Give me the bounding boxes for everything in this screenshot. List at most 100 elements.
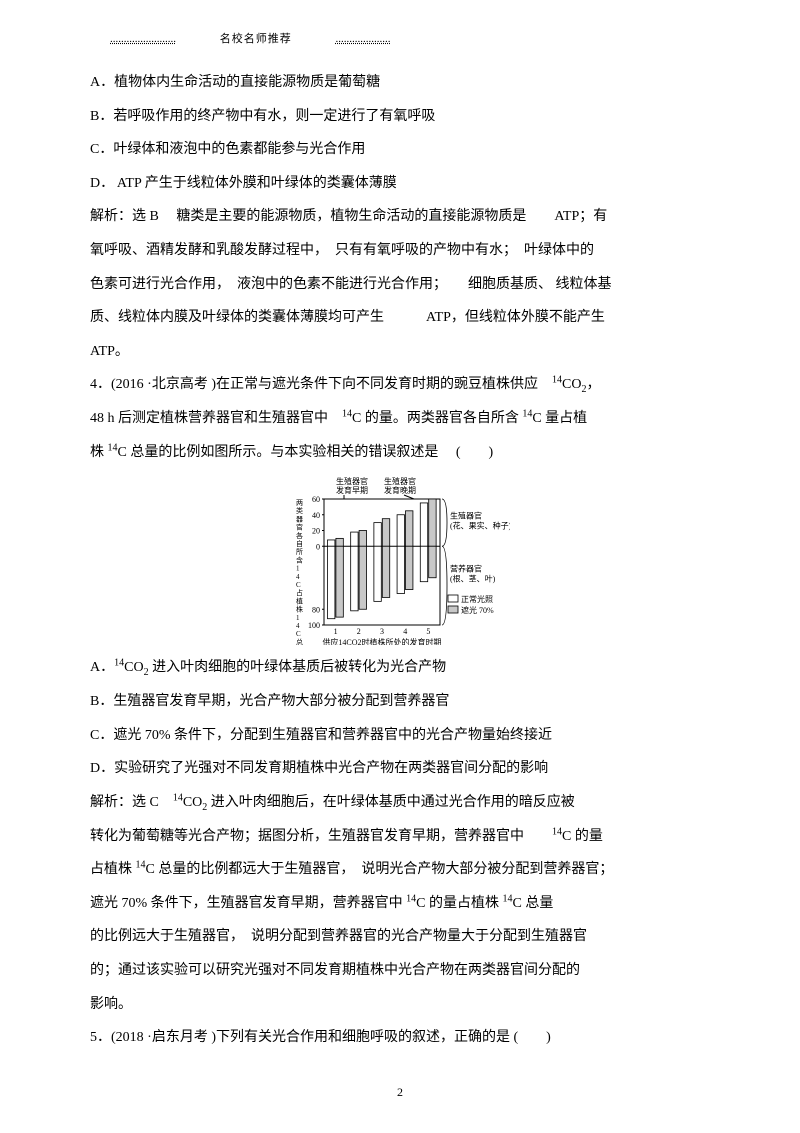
svg-text:生殖器官: 生殖器官 [384,476,416,486]
question4-l2: 48 h 后测定植株营养器官和生殖器官中 14C 的量。两类器官各自所含 14C… [90,402,710,436]
analysis2-l5: 的比例远大于生殖器官， 说明分配到营养器官的光合产物量大于分配到生殖器官 [90,920,710,954]
analysis2-l7: 影响。 [90,988,710,1022]
analysis2-l4: 遮光 70% 条件下，生殖器官发育早期，营养器官中 14C 的量占植株 14C … [90,887,710,921]
page-number: 2 [90,1085,710,1100]
q4-l1-b: CO [562,377,581,392]
q4-option-a: A．14CO2 进入叶肉细胞的叶绿体基质后被转化为光合产物 [90,651,710,685]
a2-l2-a: 转化为葡萄糖等光合产物；据图分析，生殖器官发育早期，营养器官中 [90,829,552,844]
sup14: 14 [108,442,118,453]
svg-text:生殖器官: 生殖器官 [336,476,368,486]
svg-text:1: 1 [334,627,338,636]
svg-text:1: 1 [296,565,300,573]
svg-text:官: 官 [296,523,303,532]
bar-chart: 02040608010012345生殖器官发育早期生殖器官发育晚期生殖器官(花、… [290,475,510,645]
svg-text:60: 60 [312,495,320,504]
header-title: 名校名师推荐 [220,33,292,45]
svg-text:类: 类 [296,507,303,516]
q4-option-d: D．实验研究了光强对不同发育期植株中光合产物在两类器官间分配的影响 [90,752,710,786]
q4-option-c: C．遮光 70% 条件下，分配到生殖器官和营养器官中的光合产物量始终接近 [90,719,710,753]
svg-text:占: 占 [296,589,303,598]
q4-l2-c: C 量占植 [532,411,587,426]
svg-text:总: 总 [296,638,303,646]
q3-option-b: B．若呼吸作用的终产物中有水，则一定进行了有氧呼吸 [90,100,710,134]
header-dots-right: .................... [336,33,391,45]
svg-text:4: 4 [296,622,300,630]
sup14: 14 [342,408,352,419]
svg-text:20: 20 [312,527,320,536]
q4-l3-a: 株 [90,445,108,460]
svg-text:各: 各 [296,531,303,540]
q3-option-a: A．植物体内生命活动的直接能源物质是葡萄糖 [90,66,710,100]
svg-text:营养器官: 营养器官 [450,564,482,574]
analysis1-l4: 质、线粒体内膜及叶绿体的类囊体薄膜均可产生 ATP，但线粒体外膜不能产生 [90,301,710,335]
a2-l3-b: C 总量的比例都远大于生殖器官， 说明光合产物大部分被分配到营养器官； [146,862,614,877]
svg-text:(花、果实、种子): (花、果实、种子) [450,521,510,531]
svg-text:3: 3 [380,627,384,636]
svg-text:2: 2 [357,627,361,636]
q4-l1-c: ， [586,377,600,392]
svg-text:植: 植 [296,597,303,606]
svg-text:遮光 70%: 遮光 70% [461,605,494,615]
sup14: 14 [522,408,532,419]
a2-l1-a: 解析：选 C [90,795,173,810]
q4-a-post: 进入叶肉细胞的叶绿体基质后被转化为光合产物 [149,660,447,675]
a2-l2-b: C 的量 [562,829,603,844]
svg-text:自: 自 [296,539,303,548]
q4-option-b: B．生殖器官发育早期，光合产物大部分被分配到营养器官 [90,685,710,719]
analysis1-l3: 色素可进行光合作用， 液泡中的色素不能进行光合作用； 细胞质基质、 线粒体基 [90,268,710,302]
a2-l4-a: 遮光 70% 条件下，生殖器官发育早期，营养器官中 [90,896,406,911]
svg-text:4: 4 [296,573,300,581]
svg-text:80: 80 [312,606,320,615]
svg-text:器: 器 [296,516,303,524]
svg-text:供应14CO2时植株所处的发育时期: 供应14CO2时植株所处的发育时期 [322,637,441,645]
svg-text:5: 5 [426,627,430,636]
svg-text:生殖器官: 生殖器官 [450,511,482,521]
analysis1-l5: ATP。 [90,335,710,369]
svg-text:两: 两 [296,499,303,507]
svg-text:C: C [296,581,301,589]
svg-text:0: 0 [316,543,320,552]
svg-text:正常光照: 正常光照 [461,594,493,604]
svg-text:1: 1 [296,614,300,622]
svg-text:所: 所 [296,548,303,557]
a2-l3-a: 占植株 [90,862,136,877]
a2-l4-b: C 的量占植株 [416,896,502,911]
q3-option-c: C．叶绿体和液泡中的色素都能参与光合作用 [90,133,710,167]
analysis1-l1: 解析：选 B 糖类是主要的能源物质，植物生命活动的直接能源物质是 ATP；有 [90,200,710,234]
q4-l3-b: C 总量的比例如图所示。与本实验相关的错误叙述是 ( ) [118,445,494,460]
analysis2-l6: 的；通过该实验可以研究光强对不同发育期植株中光合产物在两类器官间分配的 [90,954,710,988]
q4-a-pre: A． [90,660,114,675]
analysis2-l1: 解析：选 C 14CO2 进入叶肉细胞后，在叶绿体基质中通过光合作用的暗反应被 [90,786,710,820]
analysis1-l2: 氧呼吸、酒精发酵和乳酸发酵过程中， 只有有氧呼吸的产物中有水； 叶绿体中的 [90,234,710,268]
sup14: 14 [173,792,183,803]
svg-text:40: 40 [312,511,320,520]
question5: 5．(2018 ·启东月考 )下列有关光合作用和细胞呼吸的叙述，正确的是 ( ) [90,1021,710,1055]
svg-text:发育早期: 发育早期 [336,485,368,495]
sup14: 14 [114,658,124,669]
svg-text:100: 100 [308,621,320,630]
sup14: 14 [552,375,562,386]
sup14: 14 [136,860,146,871]
question4-l1: 4．(2016 ·北京高考 )在正常与遮光条件下向不同发育时期的豌豆植株供应 1… [90,368,710,402]
q4-l1-a: 4．(2016 ·北京高考 )在正常与遮光条件下向不同发育时期的豌豆植株供应 [90,377,552,392]
sup14: 14 [552,826,562,837]
question4-l3: 株 14C 总量的比例如图所示。与本实验相关的错误叙述是 ( ) [90,436,710,470]
header-dots-left: ........................ [110,33,176,45]
page-header: ........................ 名校名师推荐 ........… [110,30,710,46]
a2-co2: CO [183,795,202,810]
svg-text:株: 株 [296,605,303,614]
a2-l1-b: 进入叶肉细胞后，在叶绿体基质中通过光合作用的暗反应被 [207,795,575,810]
analysis2-l3: 占植株 14C 总量的比例都远大于生殖器官， 说明光合产物大部分被分配到营养器官… [90,853,710,887]
analysis2-l2: 转化为葡萄糖等光合产物；据图分析，生殖器官发育早期，营养器官中 14C 的量 [90,820,710,854]
svg-text:发育晚期: 发育晚期 [384,485,416,495]
svg-text:C: C [296,631,301,639]
q4-l2-b: C 的量。两类器官各自所含 [352,411,522,426]
q4-l2-a: 48 h 后测定植株营养器官和生殖器官中 [90,411,342,426]
svg-text:4: 4 [403,627,407,636]
a2-l4-c: C 总量 [513,896,554,911]
svg-text:含: 含 [296,556,303,565]
q3-option-d: D． ATP 产生于线粒体外膜和叶绿体的类囊体薄膜 [90,167,710,201]
q4-co2: CO [124,660,143,675]
sup14: 14 [503,893,513,904]
sup14: 14 [406,893,416,904]
